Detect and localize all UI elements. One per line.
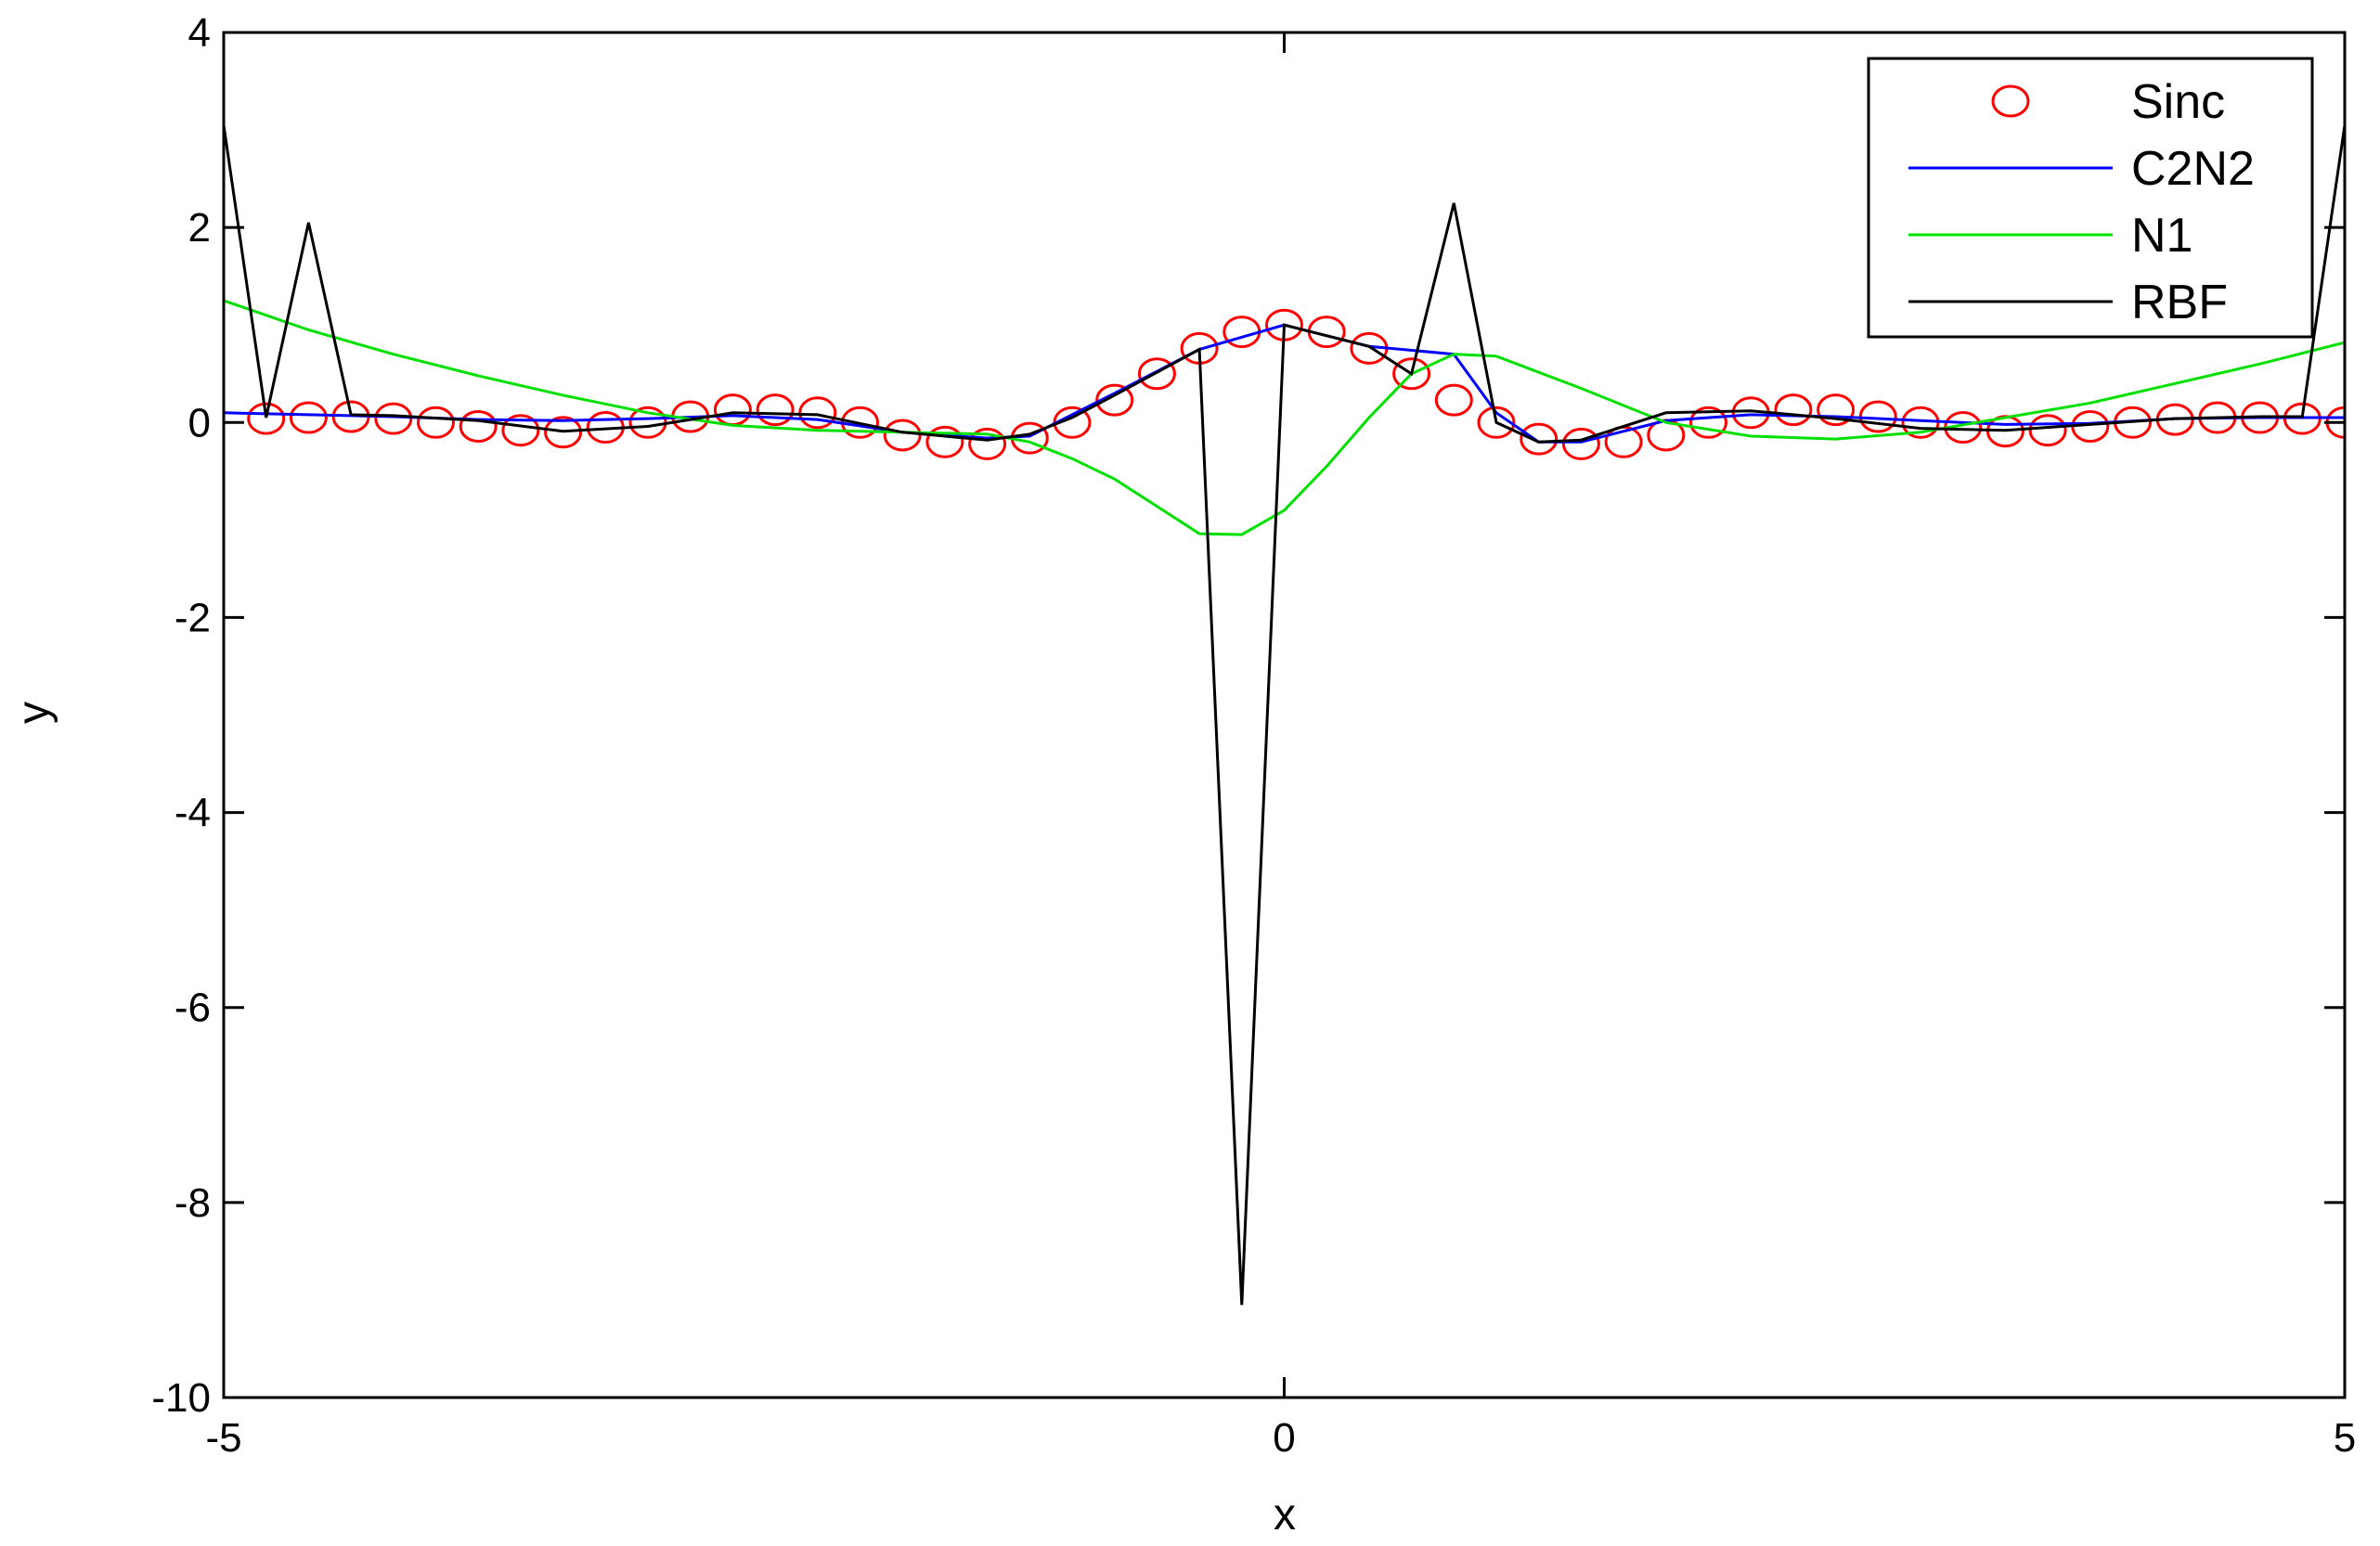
- point-sinc: [968, 427, 1007, 460]
- point-sinc: [798, 396, 837, 430]
- point-sinc: [1520, 422, 1559, 456]
- point-sinc: [1392, 357, 1431, 391]
- y-tick-label: 0: [188, 400, 211, 445]
- y-tick-label: 2: [188, 205, 211, 251]
- point-sinc: [289, 401, 328, 434]
- series-layer: [224, 124, 2345, 1306]
- point-sinc: [1561, 427, 1600, 460]
- legend: Sinc C2N2 N1 RBF: [1867, 57, 2314, 339]
- y-tick-label: -6: [175, 986, 211, 1031]
- point-sinc: [1774, 393, 1813, 427]
- y-tick-label: -10: [151, 1375, 211, 1421]
- x-tick-label: 0: [1273, 1415, 1295, 1461]
- x-tick-label: 5: [2334, 1415, 2356, 1461]
- axes-layer: -10 -8 -6 -4 -2 0 2 4 -5 0 5: [151, 10, 2356, 1461]
- legend-label-c2n2: C2N2: [2131, 142, 2255, 196]
- point-sinc: [1477, 406, 1516, 439]
- legend-label-n1: N1: [2131, 209, 2192, 263]
- series-rbf-line: [224, 124, 2345, 1306]
- x-tick-label: -5: [205, 1415, 241, 1461]
- point-sinc: [925, 425, 964, 458]
- point-sinc: [1434, 383, 1473, 417]
- point-sinc: [501, 414, 540, 447]
- point-sinc: [1817, 393, 1856, 427]
- legend-box: [1867, 57, 2314, 339]
- y-tick-label: -8: [175, 1180, 211, 1226]
- point-sinc: [247, 402, 286, 435]
- point-sinc: [1689, 406, 1727, 439]
- y-tick-label: -2: [175, 595, 211, 640]
- point-sinc: [459, 409, 498, 443]
- y-tick-label: -4: [175, 791, 211, 836]
- point-sinc: [1095, 383, 1134, 417]
- x-axis-label: x: [1274, 1490, 1296, 1540]
- point-sinc: [417, 406, 455, 439]
- legend-label-rbf: RBF: [2131, 276, 2228, 329]
- y-axis-label: y: [9, 702, 58, 724]
- y-tick-label: 4: [188, 10, 211, 56]
- point-sinc: [2028, 414, 2067, 447]
- point-sinc: [544, 416, 583, 449]
- series-n1-line: [224, 299, 2345, 536]
- point-sinc: [756, 393, 795, 427]
- point-sinc: [1137, 357, 1176, 391]
- series-sinc-markers: [247, 308, 2345, 460]
- legend-label-sinc: Sinc: [2131, 75, 2225, 129]
- legend-swatch-sinc: [1991, 84, 2030, 118]
